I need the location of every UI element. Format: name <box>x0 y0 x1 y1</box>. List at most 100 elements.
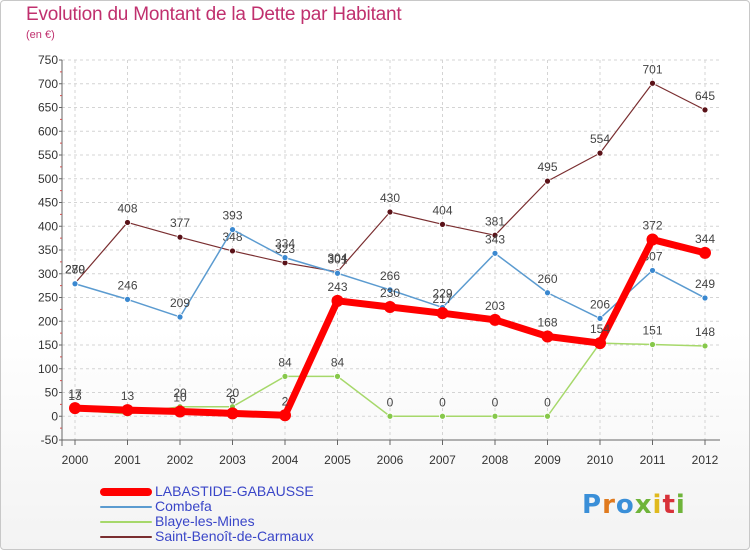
data-label: 343 <box>485 232 505 246</box>
data-point <box>649 341 656 348</box>
data-point <box>596 314 604 322</box>
data-point <box>439 220 446 228</box>
data-label: 20 <box>173 386 187 400</box>
data-label: 323 <box>275 242 295 256</box>
data-point <box>491 249 499 257</box>
x-tick-label: 2005 <box>324 453 351 467</box>
data-label: 279 <box>65 263 85 277</box>
data-label: 209 <box>170 296 190 310</box>
data-label: 13 <box>68 389 82 403</box>
data-label: 280 <box>65 262 85 276</box>
data-label: 266 <box>380 269 400 283</box>
data-label: 230 <box>380 286 400 300</box>
data-point <box>69 402 81 415</box>
data-label: 217 <box>432 292 452 306</box>
data-label: 645 <box>695 89 715 103</box>
data-label: 229 <box>432 286 452 300</box>
y-tick-label: 450 <box>38 196 58 210</box>
data-label: 260 <box>537 272 557 286</box>
data-label: 301 <box>327 252 347 266</box>
data-point <box>436 307 449 320</box>
legend-item: Combefa <box>100 499 314 514</box>
y-tick-label: 750 <box>38 53 58 67</box>
y-tick-label: 250 <box>38 291 58 305</box>
x-tick-label: 2003 <box>219 453 246 467</box>
data-label: 0 <box>387 395 394 409</box>
data-point <box>281 372 289 380</box>
x-tick-label: 2004 <box>272 453 299 467</box>
data-label: 404 <box>432 203 452 217</box>
y-tick-label: 700 <box>38 77 58 91</box>
y-tick-label: 150 <box>38 338 58 352</box>
data-label: 154 <box>590 322 610 336</box>
data-label: 249 <box>695 277 715 291</box>
data-point <box>226 407 239 420</box>
x-tick-label: 2008 <box>482 453 509 467</box>
data-label: 2 <box>282 394 289 408</box>
data-point <box>386 286 394 294</box>
data-point <box>649 79 656 87</box>
data-label: 168 <box>537 315 557 329</box>
y-tick-label: -50 <box>41 433 59 447</box>
data-point <box>176 313 184 321</box>
data-point <box>384 301 396 313</box>
series-blaye-les-mines: 13 20 20 84 84 0 0 0 0 151 148 <box>68 324 715 420</box>
data-point <box>71 280 79 288</box>
data-point <box>701 294 709 302</box>
data-label: 554 <box>590 132 610 146</box>
x-tick-label: 2010 <box>587 453 614 467</box>
data-label: 84 <box>331 355 345 369</box>
legend-swatch <box>100 520 152 523</box>
data-point <box>649 267 656 274</box>
data-label: 372 <box>642 219 662 233</box>
legend-label: Blaye-les-Mines <box>155 513 255 529</box>
x-tick-label: 2002 <box>167 453 194 467</box>
x-tick-label: 2009 <box>534 453 561 467</box>
grid <box>62 59 720 441</box>
data-label: 84 <box>278 355 292 369</box>
data-label: 304 <box>327 251 347 265</box>
data-label: 701 <box>642 62 662 76</box>
data-label: 246 <box>117 278 137 292</box>
data-point <box>229 247 236 255</box>
legend-item: LABASTIDE-GABAUSSE <box>100 484 314 499</box>
data-label: 148 <box>695 325 715 339</box>
data-label: 206 <box>590 297 610 311</box>
data-point <box>489 313 501 326</box>
logo-letter: P <box>582 490 603 520</box>
data-point <box>386 412 394 420</box>
data-point <box>701 342 709 350</box>
data-point <box>439 412 446 420</box>
y-tick-label: 650 <box>38 101 58 115</box>
y-tick-label: 100 <box>38 362 58 376</box>
y-tick-label: 350 <box>38 243 58 257</box>
data-point <box>491 231 499 239</box>
data-label: 334 <box>275 237 295 251</box>
data-point <box>279 409 291 422</box>
y-tick-label: 400 <box>38 219 58 233</box>
data-point <box>544 289 551 297</box>
data-label: 6 <box>229 392 236 406</box>
x-tick-label: 2006 <box>377 453 404 467</box>
data-label: 0 <box>544 395 551 409</box>
data-label: 495 <box>537 160 557 174</box>
x-tick-label: 2007 <box>429 453 456 467</box>
x-tick-label: 2012 <box>692 453 719 467</box>
data-label: 348 <box>222 230 242 244</box>
data-point <box>386 208 394 216</box>
data-point <box>331 294 344 307</box>
data-point <box>334 372 341 380</box>
logo-letter: r <box>602 490 616 520</box>
data-point <box>174 405 186 418</box>
x-tick-label: 2000 <box>62 453 89 467</box>
data-point <box>541 330 554 343</box>
logo-letter: o <box>615 490 635 520</box>
data-label: 377 <box>170 216 190 230</box>
legend-item: Blaye-les-Mines <box>100 514 314 529</box>
data-label: 243 <box>327 280 347 294</box>
data-label: 0 <box>492 395 499 409</box>
y-tick-label: 600 <box>38 124 58 138</box>
data-point <box>121 404 134 417</box>
